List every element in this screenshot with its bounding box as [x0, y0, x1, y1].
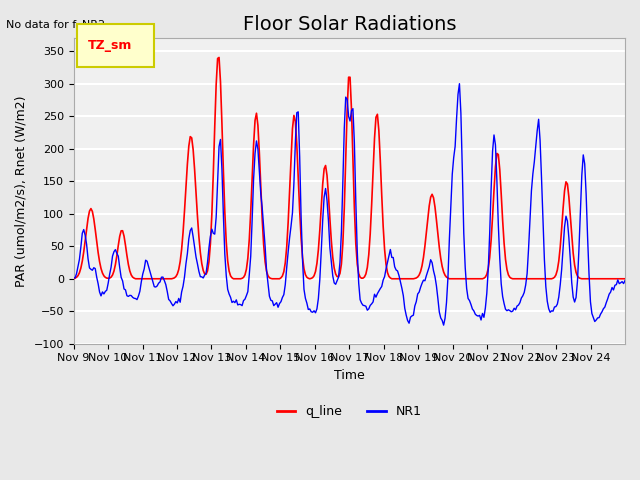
Y-axis label: PAR (umol/m2/s), Rnet (W/m2): PAR (umol/m2/s), Rnet (W/m2) — [15, 96, 28, 287]
NR1 — [106, 271, 113, 277]
Title: Floor Solar Radiations: Floor Solar Radiations — [243, 15, 456, 34]
q_line — [464, 276, 472, 282]
q_line — [215, 55, 223, 60]
NR1 — [466, 298, 474, 303]
Text: TZ_sm: TZ_sm — [88, 39, 132, 52]
Line: q_line: q_line — [74, 58, 625, 279]
NR1 — [70, 275, 77, 281]
Line: NR1: NR1 — [74, 84, 625, 325]
NR1 — [548, 308, 556, 314]
q_line — [88, 208, 96, 214]
NR1 — [353, 248, 361, 254]
NR1 — [620, 281, 627, 287]
q_line — [355, 271, 362, 276]
Text: No data for f_NR2: No data for f_NR2 — [6, 19, 106, 30]
q_line — [621, 276, 629, 282]
q_line — [70, 276, 77, 282]
NR1 — [88, 267, 96, 273]
NR1 — [621, 278, 629, 284]
q_line — [106, 275, 113, 281]
NR1 — [440, 322, 447, 328]
q_line — [547, 276, 554, 282]
X-axis label: Time: Time — [334, 369, 365, 382]
q_line — [618, 276, 626, 282]
NR1 — [456, 81, 463, 86]
Legend: q_line, NR1: q_line, NR1 — [271, 400, 427, 423]
